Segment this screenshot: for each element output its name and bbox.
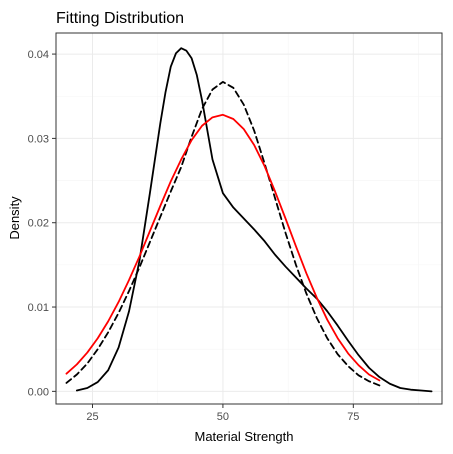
series-layer xyxy=(65,47,433,393)
y-tick-label-0: 0.00 xyxy=(28,386,49,398)
y-tick-label-4: 0.04 xyxy=(28,49,49,61)
y-axis-label: Density xyxy=(7,196,22,240)
x-tick-label-2: 75 xyxy=(347,411,359,423)
density-line-1 xyxy=(65,81,381,387)
x-tick-label-1: 50 xyxy=(217,411,229,423)
y-tick-label-1: 0.01 xyxy=(28,302,49,314)
chart-title: Fitting Distribution xyxy=(56,10,184,27)
grid xyxy=(56,33,442,404)
y-tick-label-2: 0.02 xyxy=(28,218,49,230)
x-axis: 25 50 75 xyxy=(86,404,359,423)
y-axis: 0.00 0.01 0.02 0.03 0.04 xyxy=(28,49,56,398)
density-line-0 xyxy=(75,47,433,393)
panel-border xyxy=(55,32,443,405)
y-tick-label-3: 0.03 xyxy=(28,133,49,145)
density-line-2 xyxy=(65,113,381,382)
x-axis-label: Material Strength xyxy=(195,429,294,444)
x-tick-label-0: 25 xyxy=(86,411,98,423)
